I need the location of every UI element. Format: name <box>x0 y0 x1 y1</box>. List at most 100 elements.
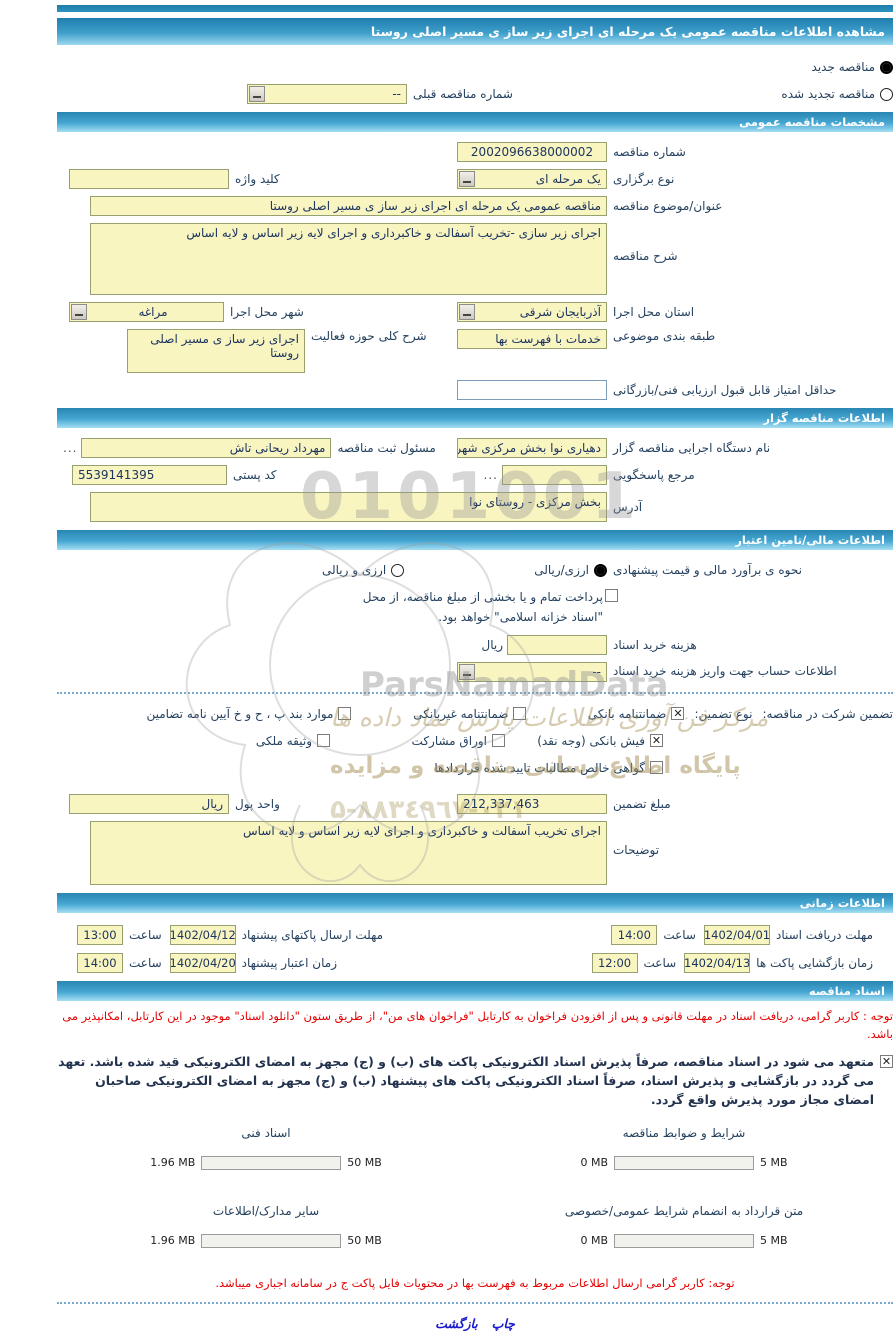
activity-label: شرح کلی حوزه فعالیت <box>311 329 427 343</box>
treasury-checkbox[interactable] <box>605 589 618 602</box>
description-textarea[interactable]: اجرای زیر سازی -تخریب آسفالت و خاکبرداری… <box>90 223 607 295</box>
radio-new-tender-label: مناقصه جدید <box>811 60 875 74</box>
guarantee-title: تضمین شرکت در مناقصه: <box>762 706 893 721</box>
type-value: یک مرحله ای <box>535 172 601 186</box>
radio-rial-currency-label: ارزی/ریالی <box>534 563 589 577</box>
hour-label: ساعت <box>129 927 162 942</box>
subject-label: عنوان/موضوع مناقصه <box>613 199 723 213</box>
postal-code-label: کد پستی <box>233 468 277 482</box>
tender-no-field: 2002096638000002 <box>457 142 607 162</box>
proposal-send-deadline-date: 1402/04/12 <box>169 924 236 945</box>
province-label: استان محل اجرا <box>613 305 695 319</box>
city-dropdown-icon[interactable] <box>71 304 87 320</box>
keyword-input[interactable] <box>69 169 229 189</box>
exec-body-field: دهیاری نوا بخش مرکزی شهر <box>457 438 607 458</box>
radio-mixed-currency[interactable] <box>391 563 405 577</box>
envelope-opening-label: زمان بازگشایی پاکت ها <box>756 955 873 970</box>
guarantee-property-checkbox[interactable] <box>317 734 330 748</box>
guarantee-amount-field: 212,337,463 <box>457 793 607 814</box>
guarantee-bank-label: ضمانتنامه بانکی <box>587 706 667 721</box>
type-dropdown-icon[interactable] <box>459 171 475 187</box>
guarantee-amount-label: مبلغ تضمین <box>613 796 671 811</box>
activity-textarea[interactable]: اجرای زیر ساز ی مسیر اصلی روستا <box>127 329 305 373</box>
guarantee-nonbank-checkbox[interactable] <box>513 707 527 721</box>
guarantee-type-label: نوع تضمین: <box>694 706 753 721</box>
upload-contract-current: 0 MB <box>580 1234 608 1248</box>
page-title: مشاهده اطلاعات مناقصه عمومی یک مرحله ای … <box>57 18 893 45</box>
prev-tender-no-select[interactable]: -- <box>247 84 407 104</box>
envelope-opening-time: 12:00 <box>591 952 638 973</box>
province-dropdown-icon[interactable] <box>459 304 475 320</box>
guarantee-claims-checkbox[interactable] <box>650 761 663 775</box>
registrar-label: مسئول ثبت مناقصه <box>337 441 436 455</box>
guarantee-bonds-checkbox[interactable] <box>492 734 505 748</box>
guarantee-cash-checkbox[interactable] <box>650 734 663 748</box>
commitment-checkbox[interactable] <box>880 1054 893 1068</box>
radio-rial-currency[interactable] <box>594 563 607 577</box>
upload-other-current: 1.96 MB <box>150 1234 196 1248</box>
doc-fee-label: هزینه خرید اسناد <box>613 637 697 652</box>
address-field: بخش مرکزی - روستای نوا <box>90 492 607 522</box>
notes-textarea[interactable]: اجرای تخریب آسفالت و خاکبرداری و اجرای ل… <box>90 820 607 885</box>
upload-other-label: سایر مدارک/اطلاعات <box>212 1203 320 1218</box>
postal-code-field: 5539141395 <box>72 465 227 485</box>
exec-body-label: نام دستگاه اجرایی مناقصه گزار <box>613 441 771 455</box>
upload-contract-label: متن قرارداد به انضمام شرایط عمومی/خصوصی <box>564 1203 804 1218</box>
doc-fee-input[interactable] <box>507 634 607 655</box>
upload-contract-max: 5 MB <box>760 1234 788 1248</box>
commitment-text: متعهد می شود در اسناد مناقصه، صرفاً پذیر… <box>58 1053 874 1108</box>
print-link[interactable]: چاپ <box>491 1316 515 1331</box>
top-divider-bar <box>57 5 893 12</box>
upload-other-progressbar <box>201 1233 342 1248</box>
type-label: نوع برگزاری <box>613 172 675 186</box>
prev-tender-no-dropdown-icon[interactable] <box>249 86 265 102</box>
category-field: خدمات با فهرست بها <box>457 329 607 349</box>
guarantee-property-label: وثیقه ملکی <box>255 733 312 748</box>
city-value: مراغه <box>138 305 168 319</box>
registrar-browse-button[interactable]: ... <box>63 441 78 455</box>
upload-terms-progressbar <box>614 1155 754 1170</box>
tender-no-label: شماره مناقصه <box>613 145 686 159</box>
radio-new-tender[interactable] <box>880 60 893 74</box>
upload-technical-progressbar <box>201 1155 342 1170</box>
account-value: -- <box>592 664 601 679</box>
radio-renewed-tender[interactable] <box>880 87 893 101</box>
upload-terms-label: شرایط و ضوابط مناقصه <box>622 1125 746 1140</box>
hour-label: ساعت <box>663 927 696 942</box>
guarantee-nonbank-label: ضمانتنامه غیربانکی <box>413 706 509 721</box>
price-list-notice: توجه: کاربر گرامی ارسال اطلاعات مربوط به… <box>215 1275 735 1290</box>
proposal-validity-time: 14:00 <box>77 952 123 973</box>
dashed-separator-bottom <box>57 1302 893 1305</box>
account-select[interactable]: -- <box>457 661 607 682</box>
min-score-input[interactable] <box>457 380 607 400</box>
upload-technical-max: 50 MB <box>347 1156 382 1170</box>
guarantee-bylaw-checkbox[interactable] <box>338 707 352 721</box>
section-specs-header: مشخصات مناقصه عمومی <box>57 112 893 132</box>
guarantee-bank-checkbox[interactable] <box>671 707 685 721</box>
account-dropdown-icon[interactable] <box>459 663 475 680</box>
type-select[interactable]: یک مرحله ای <box>457 169 607 189</box>
doc-receive-deadline-label: مهلت دریافت اسناد <box>775 927 873 942</box>
guarantee-bonds-label: اوراق مشارکت <box>411 733 487 748</box>
city-select[interactable]: مراغه <box>69 302 224 322</box>
keyword-label: کلید واژه <box>235 172 280 186</box>
hour-label: ساعت <box>129 955 162 970</box>
back-link[interactable]: بازگشت <box>435 1316 478 1331</box>
treasury-label: پرداخت تمام و یا بخشی از مبلغ مناقصه، از… <box>362 590 603 625</box>
doc-fee-unit: ریال <box>481 637 503 652</box>
proposal-send-deadline-label: مهلت ارسال پاکتهای پیشنهاد <box>241 927 384 942</box>
proposal-validity-date: 1402/04/20 <box>169 952 236 973</box>
radio-mixed-currency-label: ارزی و ریالی <box>321 563 387 577</box>
proposal-validity-label: زمان اعتبار پیشنهاد <box>241 955 337 970</box>
upload-other-max: 50 MB <box>347 1234 382 1248</box>
currency-label: واحد پول <box>235 796 280 811</box>
upload-terms-current: 0 MB <box>580 1156 608 1170</box>
section-timing-header: اطلاعات زمانی <box>57 892 893 913</box>
radio-renewed-tender-label: مناقصه تجدید شده <box>781 87 875 101</box>
min-score-label: حداقل امتیاز قابل قبول ارزیابی فنی/بازرگ… <box>613 383 837 397</box>
prev-tender-no-value: -- <box>392 87 401 101</box>
responder-browse-button[interactable]: ... <box>483 468 498 482</box>
estimate-label: نحوه ی برآورد مالی و قیمت پیشنهادی <box>613 563 802 577</box>
province-select[interactable]: آذربایجان شرقی <box>457 302 607 322</box>
prev-tender-no-label: شماره مناقصه قبلی <box>413 87 513 101</box>
